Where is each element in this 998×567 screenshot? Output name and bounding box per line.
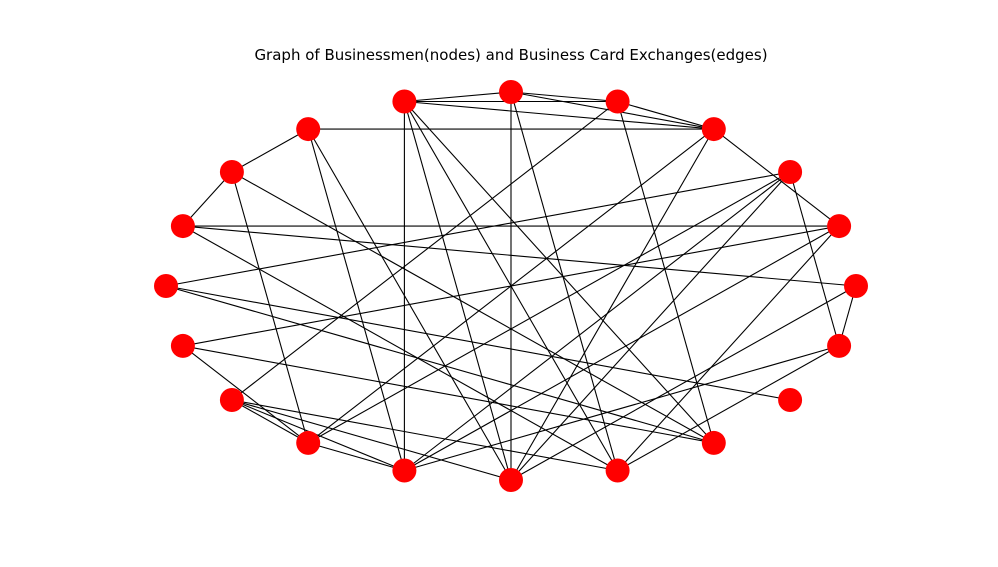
edge-6-3 [404, 100, 714, 130]
edge-7-8 [231, 128, 309, 173]
node-12 [219, 388, 244, 412]
edge-14-2 [404, 171, 791, 471]
node-11 [170, 333, 195, 358]
node-2 [778, 160, 803, 184]
node-15 [499, 468, 523, 492]
edge-12-13 [231, 399, 309, 444]
edge-6-15 [403, 101, 512, 481]
edge-7-14 [307, 128, 405, 471]
node-9 [170, 214, 195, 239]
edge-16-1 [617, 225, 840, 471]
node-1 [827, 214, 852, 239]
edge-13-2 [307, 171, 791, 444]
edge-5-6 [404, 91, 512, 103]
edge-4-3 [617, 100, 714, 130]
edge-15-3 [510, 128, 715, 481]
nodes-layer [154, 80, 868, 492]
edge-11-17 [182, 345, 714, 444]
edge-3-1 [713, 128, 840, 227]
node-0 [844, 274, 868, 298]
node-3 [701, 117, 726, 142]
edges-layer [165, 91, 857, 481]
edge-6-17 [403, 101, 715, 444]
edge-10-2 [165, 171, 791, 287]
node-16 [605, 458, 630, 483]
edge-4-12 [231, 101, 618, 401]
edge-13-3 [307, 128, 715, 444]
edge-8-17 [231, 171, 715, 444]
node-13 [296, 430, 321, 455]
edge-9-0 [182, 225, 857, 287]
edge-16-19 [617, 345, 840, 471]
graph-title: Graph of Businessmen(nodes) and Business… [254, 46, 767, 64]
edge-8-13 [231, 171, 309, 444]
node-7 [296, 117, 321, 142]
node-18 [778, 388, 803, 412]
node-5 [499, 80, 523, 104]
edge-11-13 [182, 345, 309, 444]
edge-15-2 [510, 171, 791, 481]
node-6 [392, 89, 417, 114]
edge-15-0 [510, 285, 857, 481]
edge-14-19 [404, 345, 840, 472]
edge-14-1 [404, 225, 840, 471]
node-19 [827, 333, 852, 358]
node-10 [154, 274, 178, 298]
edge-19-2 [789, 171, 840, 347]
node-8 [219, 160, 244, 184]
node-14 [392, 458, 417, 483]
node-4 [605, 89, 630, 114]
edge-5-4 [510, 91, 618, 103]
edge-12-16 [231, 399, 618, 472]
edge-12-15 [231, 399, 512, 481]
edge-8-9 [182, 171, 233, 227]
node-17 [701, 430, 726, 455]
edge-5-16 [510, 91, 619, 471]
edge-13-14 [308, 442, 405, 472]
